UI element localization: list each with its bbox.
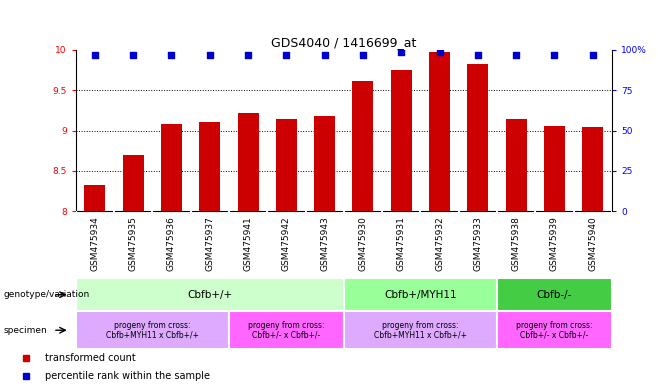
Bar	[76, 278, 344, 311]
Text: GSM475932: GSM475932	[435, 217, 444, 271]
Point	[511, 52, 521, 58]
Text: progeny from cross:
Cbfb+/- x Cbfb+/-: progeny from cross: Cbfb+/- x Cbfb+/-	[248, 321, 324, 340]
Text: GSM475943: GSM475943	[320, 217, 329, 271]
Text: progeny from cross:
Cbfb+/- x Cbfb+/-: progeny from cross: Cbfb+/- x Cbfb+/-	[517, 321, 593, 340]
Text: transformed count: transformed count	[45, 353, 136, 363]
Point	[128, 52, 138, 58]
Text: GSM475942: GSM475942	[282, 217, 291, 271]
Point	[166, 52, 177, 58]
Bar	[161, 124, 182, 211]
Point	[549, 52, 560, 58]
Point	[89, 52, 100, 58]
Text: GSM475934: GSM475934	[90, 217, 99, 271]
Text: progeny from cross:
Cbfb+MYH11 x Cbfb+/+: progeny from cross: Cbfb+MYH11 x Cbfb+/+	[374, 321, 467, 340]
Bar	[229, 311, 344, 349]
Text: GSM475939: GSM475939	[550, 217, 559, 271]
Text: GSM475938: GSM475938	[512, 217, 520, 271]
Title: GDS4040 / 1416699_at: GDS4040 / 1416699_at	[271, 36, 417, 49]
Point	[588, 52, 598, 58]
Point	[243, 52, 253, 58]
Text: GSM475941: GSM475941	[243, 217, 253, 271]
Bar	[122, 155, 143, 211]
Point	[396, 49, 407, 55]
Bar	[582, 127, 603, 211]
Bar	[429, 52, 450, 211]
Text: GSM475937: GSM475937	[205, 217, 215, 271]
Point	[358, 52, 368, 58]
Bar	[467, 64, 488, 211]
Bar	[344, 311, 497, 349]
Text: Cbfb+/+: Cbfb+/+	[187, 290, 232, 300]
Bar	[544, 126, 565, 211]
Text: genotype/variation: genotype/variation	[3, 290, 89, 299]
Bar	[199, 122, 220, 211]
Bar	[314, 116, 335, 211]
Bar	[391, 70, 412, 211]
Text: GSM475933: GSM475933	[473, 217, 482, 271]
Point	[319, 52, 330, 58]
Bar	[497, 311, 612, 349]
Text: Cbfb+/MYH11: Cbfb+/MYH11	[384, 290, 457, 300]
Bar	[344, 278, 497, 311]
Text: specimen: specimen	[3, 326, 47, 335]
Point	[472, 52, 483, 58]
Text: Cbfb-/-: Cbfb-/-	[537, 290, 572, 300]
Point	[434, 49, 445, 55]
Text: GSM475940: GSM475940	[588, 217, 597, 271]
Bar	[497, 278, 612, 311]
Text: percentile rank within the sample: percentile rank within the sample	[45, 371, 210, 381]
Point	[281, 52, 291, 58]
Bar	[84, 185, 105, 211]
Bar	[353, 81, 374, 211]
Bar	[76, 311, 229, 349]
Text: progeny from cross:
Cbfb+MYH11 x Cbfb+/+: progeny from cross: Cbfb+MYH11 x Cbfb+/+	[106, 321, 199, 340]
Text: GSM475936: GSM475936	[167, 217, 176, 271]
Text: GSM475935: GSM475935	[128, 217, 138, 271]
Bar	[276, 119, 297, 211]
Bar	[505, 119, 526, 211]
Point	[205, 52, 215, 58]
Text: GSM475930: GSM475930	[359, 217, 367, 271]
Bar	[238, 113, 259, 211]
Text: GSM475931: GSM475931	[397, 217, 406, 271]
